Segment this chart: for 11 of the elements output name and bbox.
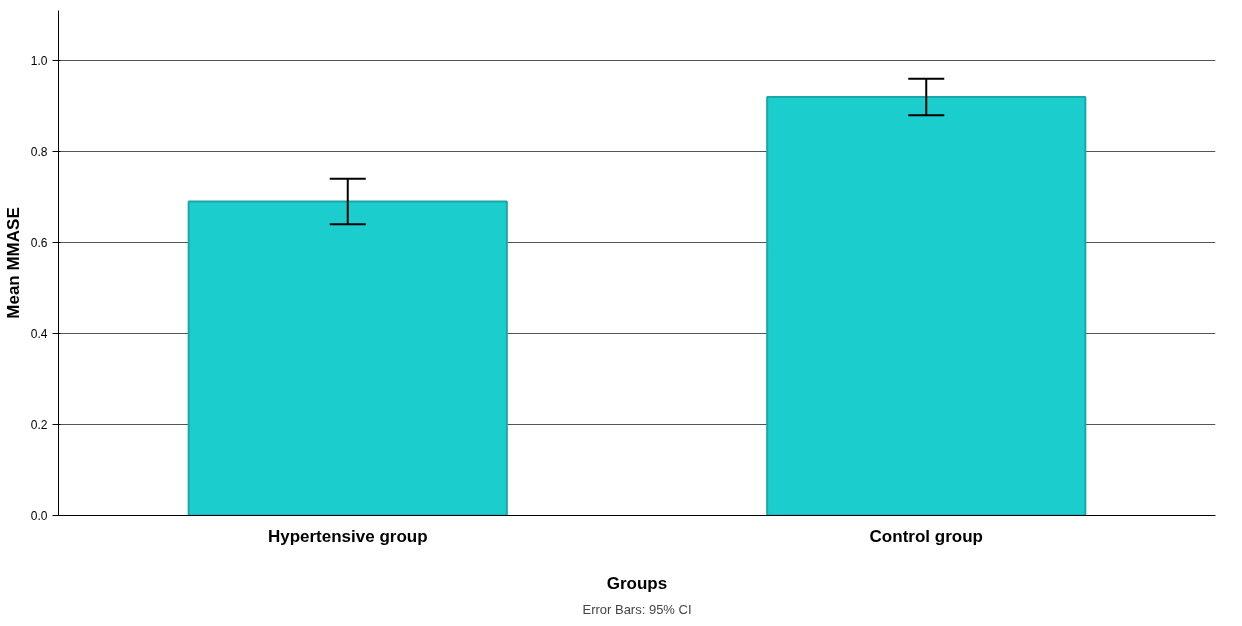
- text: Error Bars: 95% CI: [582, 601, 692, 617]
- y-tick-label: 0.0: [30, 509, 48, 523]
- x-axis-title: Groups: [606, 573, 668, 593]
- y-axis-title: Mean MMASE: [3, 207, 23, 319]
- y-tick-label: 0.4: [30, 327, 48, 342]
- y-tick-label: 1.0: [30, 54, 48, 69]
- y-tick-label: 0.6: [30, 236, 48, 251]
- x-tick-label: Hypertensive group: [267, 526, 428, 546]
- y-tick-label: 0.8: [30, 145, 48, 160]
- y-tick-label: 0.2: [30, 418, 48, 433]
- x-tick-label: Control group: [869, 526, 983, 546]
